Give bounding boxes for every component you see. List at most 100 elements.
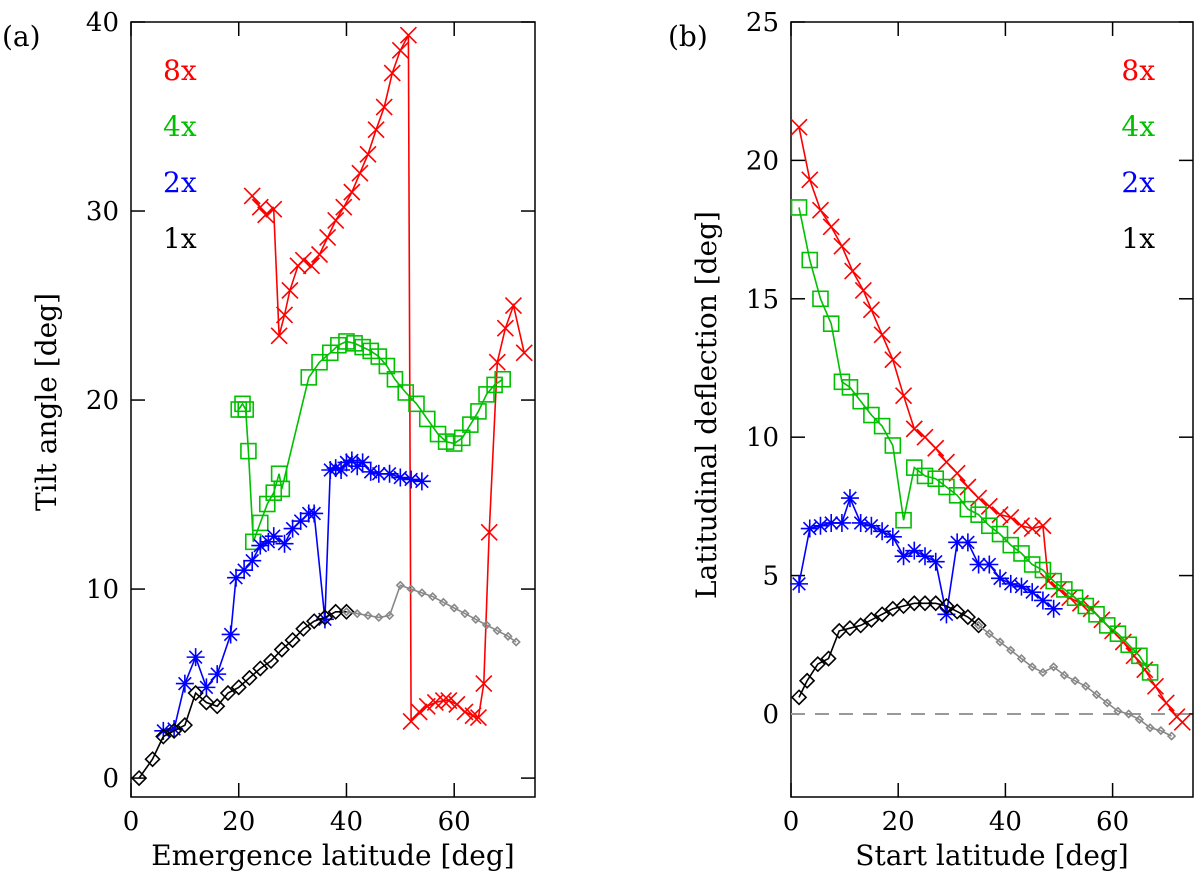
panel-a-series-8x-point bbox=[343, 183, 361, 201]
panel-a-series-1x-continuation-point bbox=[460, 609, 470, 619]
panel-a: (a) 0 20 40 60 0 10 20 30 40 8x 4x 2x 1x Emergence … bbox=[2, 8, 536, 872]
panel-b-series-4x-point bbox=[1120, 636, 1137, 654]
panel-b-series-4x-point bbox=[873, 417, 891, 435]
panel-b-series-8x-point bbox=[1114, 633, 1132, 651]
panel-b-legend-entry: 4x bbox=[1121, 110, 1155, 143]
panel-a-series-1x-point bbox=[284, 631, 301, 649]
panel-a-series-2x-point bbox=[412, 472, 431, 491]
panel-b-series-2x-point bbox=[1023, 583, 1042, 602]
panel-b-y-tick-label: 20 bbox=[746, 146, 779, 176]
panel-b-series-4x-point bbox=[1141, 664, 1159, 681]
panel-a-series-4x-point bbox=[494, 370, 511, 388]
panel-b-y-axis-title: Latitudinal deflection [deg] bbox=[690, 211, 723, 599]
panel-b-series-8x-point bbox=[980, 497, 998, 515]
panel-a-series-8x-point bbox=[302, 257, 321, 275]
panel-b-series-4x-point bbox=[1088, 606, 1105, 623]
panel-b-series-8x-point bbox=[822, 218, 840, 236]
panel-b-series-1x-point bbox=[906, 595, 923, 612]
panel-b-series-1x-continuation-point bbox=[1038, 667, 1048, 678]
panel-b-series-1x-continuation bbox=[973, 620, 1177, 741]
panel-b-series-2x-point bbox=[790, 574, 809, 593]
panel-a-y-tick-label: 40 bbox=[86, 8, 119, 38]
panel-b-series-1x-continuation-point bbox=[1049, 662, 1059, 672]
panel-b-x-axis-title: Start latitude [deg] bbox=[855, 839, 1128, 872]
panel-a-series-8x-point bbox=[243, 187, 261, 205]
panel-b-series-4x-point bbox=[1066, 589, 1084, 607]
panel-a-series-2x-point bbox=[221, 625, 240, 644]
panel-b-series-2x-point bbox=[948, 533, 967, 552]
panel-b-series-4x-point bbox=[1013, 545, 1030, 562]
panel-b-series-4x-point bbox=[1023, 556, 1041, 573]
panel-a-series-8x-point bbox=[399, 26, 417, 44]
panel-a-y-tick-label: 30 bbox=[86, 197, 119, 227]
panel-a-series-1x-line bbox=[138, 610, 347, 779]
panel-b-series-2x-point bbox=[840, 489, 859, 508]
panel-b-series-2x-point bbox=[926, 552, 945, 571]
panel-a-series-2x-point bbox=[402, 470, 421, 489]
panel-b-series-4x-point bbox=[981, 517, 998, 535]
panel-a-x-tick-label: 60 bbox=[438, 807, 471, 837]
panel-b-series-4x-point bbox=[1077, 597, 1095, 615]
panel-a-series-2x-point bbox=[305, 504, 324, 523]
panel-a-series-2x-point bbox=[332, 460, 351, 479]
panel-b-y-tick-label: 0 bbox=[762, 700, 779, 730]
panel-b-series-1x-continuation-point bbox=[1113, 706, 1123, 716]
panel-a-series-4x-point bbox=[311, 353, 328, 371]
panel-a-series-1x-point bbox=[316, 609, 334, 626]
panel-a-y-tick-label: 10 bbox=[86, 575, 119, 605]
panel-a-series-1x-continuation-point bbox=[481, 620, 492, 630]
panel-b-series-1x-continuation-point bbox=[1081, 681, 1091, 691]
panel-a-series-8x-point bbox=[496, 319, 514, 337]
panel-b-series-8x-point bbox=[833, 237, 851, 255]
panel-b-series-1x-continuation-point bbox=[1134, 714, 1145, 725]
panel-b-series-8x-point bbox=[801, 171, 819, 189]
panel-a-series-1x-point bbox=[144, 751, 161, 768]
panel-a-series-1x-point bbox=[252, 660, 269, 677]
panel-a-series-4x-point bbox=[418, 410, 436, 428]
panel-b-series-1x-point bbox=[949, 603, 966, 620]
panel-a-series-1x-point bbox=[273, 641, 290, 658]
panel-a-series-1x-continuation-point bbox=[492, 626, 502, 636]
panel-a-series-4x-point bbox=[273, 480, 291, 498]
panel-b-series-8x-point bbox=[862, 301, 880, 319]
panel-a-series-2x-point bbox=[243, 551, 262, 570]
panel-b-series-1x-continuation-point bbox=[995, 637, 1005, 647]
panel-a-series-2x-point bbox=[337, 453, 356, 472]
panel-a-series-1x-continuation-point bbox=[406, 584, 416, 594]
panel-b-series-2x-point bbox=[937, 605, 956, 624]
panel-b-series-1x-continuation-point bbox=[1070, 676, 1080, 686]
panel-b-series-4x-point bbox=[948, 487, 966, 504]
panel-a-series-8x-point bbox=[327, 211, 345, 230]
panel-a-series-4x bbox=[230, 333, 511, 551]
panel-a-legend: 8x 4x 2x 1x bbox=[163, 54, 197, 255]
panel-a-series-2x-point bbox=[275, 534, 294, 553]
panel-b-series-1x-point bbox=[873, 606, 891, 623]
panel-b-series-8x-point bbox=[1002, 508, 1020, 527]
panel-a-series-1x-continuation-point bbox=[417, 588, 427, 598]
panel-a-series-8x-point bbox=[434, 692, 452, 710]
panel-a-legend-entry: 2x bbox=[163, 166, 197, 199]
panel-a-series-2x-point bbox=[353, 453, 372, 472]
panel-b-x-tick-label: 60 bbox=[1096, 807, 1129, 837]
panel-a-series-1x-continuation-point bbox=[374, 612, 384, 623]
panel-a-series-1x-point bbox=[130, 769, 148, 787]
panel-a-series-4x-point bbox=[251, 514, 269, 532]
panel-b-series-1x bbox=[790, 595, 987, 706]
panel-a-series-1x-point bbox=[155, 728, 172, 745]
panel-b-series-4x-point bbox=[1002, 536, 1020, 554]
panel-a-series-8x-point bbox=[504, 296, 523, 315]
panel-a-series-1x-point bbox=[187, 684, 204, 702]
panel-a-ticks: 0 20 40 60 0 10 20 30 40 bbox=[86, 8, 535, 837]
panel-a-series-8x-point bbox=[440, 692, 458, 710]
panel-b-series-1x-continuation-point bbox=[1006, 645, 1016, 655]
panel-a-series-2x-point bbox=[227, 568, 246, 587]
panel-a-series-1x-continuation-point bbox=[503, 631, 513, 641]
panel-a-series-1x-continuation bbox=[341, 580, 521, 647]
panel-a-series-8x-point bbox=[464, 707, 482, 725]
panel-b-series-1x-continuation-point bbox=[1016, 653, 1027, 664]
panel-a-series-8x-point bbox=[391, 41, 409, 59]
panel-a-series-2x-point bbox=[326, 459, 345, 478]
panel-b-series-8x-point bbox=[844, 262, 862, 280]
panel-b-series-8x-point bbox=[948, 464, 966, 482]
panel-b-series-2x-point bbox=[873, 522, 892, 541]
